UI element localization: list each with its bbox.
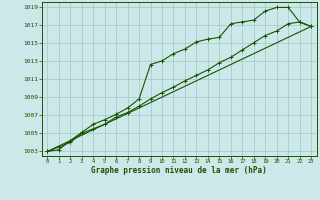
- X-axis label: Graphe pression niveau de la mer (hPa): Graphe pression niveau de la mer (hPa): [91, 166, 267, 175]
